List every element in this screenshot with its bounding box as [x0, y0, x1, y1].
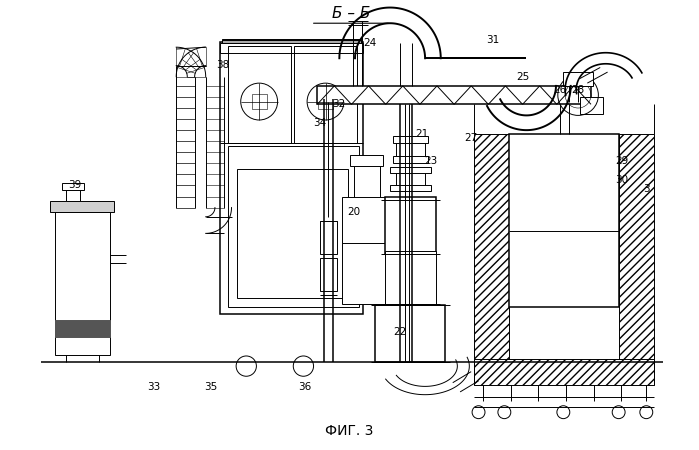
- Text: 32: 32: [332, 99, 345, 109]
- Bar: [384, 197, 436, 254]
- Bar: [320, 258, 337, 291]
- Bar: [62, 183, 84, 190]
- Text: 33: 33: [147, 382, 161, 392]
- Bar: [222, 40, 361, 44]
- Text: 35: 35: [205, 382, 218, 392]
- Text: 39: 39: [69, 180, 82, 189]
- Text: 28: 28: [572, 85, 585, 94]
- Bar: [509, 134, 619, 307]
- Bar: [220, 42, 363, 314]
- Text: 3: 3: [643, 184, 649, 194]
- Bar: [350, 238, 382, 249]
- Bar: [228, 146, 359, 307]
- Bar: [396, 135, 425, 162]
- Text: 22: 22: [394, 327, 407, 337]
- Text: 36: 36: [298, 382, 312, 392]
- Bar: [55, 212, 110, 355]
- Bar: [342, 197, 388, 243]
- Text: 24: 24: [363, 39, 376, 49]
- Bar: [393, 156, 428, 163]
- Bar: [563, 72, 593, 86]
- Bar: [66, 190, 80, 201]
- Bar: [237, 169, 347, 298]
- Text: 21: 21: [415, 129, 428, 139]
- Bar: [384, 251, 436, 304]
- Bar: [318, 94, 333, 109]
- Bar: [354, 162, 380, 244]
- Bar: [474, 134, 509, 362]
- Bar: [350, 155, 382, 166]
- Bar: [342, 240, 388, 304]
- Text: 20: 20: [347, 207, 361, 217]
- Bar: [619, 134, 654, 362]
- Text: 29: 29: [615, 157, 628, 166]
- Bar: [50, 201, 115, 212]
- Text: 26: 26: [553, 85, 566, 94]
- Bar: [474, 359, 654, 385]
- Text: 38: 38: [216, 60, 229, 70]
- Bar: [252, 94, 266, 109]
- Text: ФИГ. 3: ФИГ. 3: [325, 424, 374, 438]
- Bar: [320, 221, 337, 254]
- Text: 25: 25: [516, 72, 529, 82]
- Text: 31: 31: [486, 35, 499, 45]
- Bar: [396, 169, 425, 189]
- Bar: [55, 320, 110, 337]
- Bar: [390, 167, 431, 172]
- Bar: [228, 46, 291, 143]
- Bar: [220, 44, 363, 53]
- Bar: [580, 97, 603, 113]
- Text: 30: 30: [615, 175, 628, 185]
- Bar: [222, 39, 361, 46]
- Text: Б – Б: Б – Б: [332, 6, 370, 22]
- Bar: [317, 86, 591, 104]
- Bar: [294, 46, 357, 143]
- Text: 27: 27: [465, 134, 478, 144]
- Bar: [375, 305, 445, 362]
- Bar: [390, 185, 431, 191]
- Text: 34: 34: [313, 118, 326, 128]
- Text: 23: 23: [424, 157, 438, 166]
- Bar: [393, 135, 428, 143]
